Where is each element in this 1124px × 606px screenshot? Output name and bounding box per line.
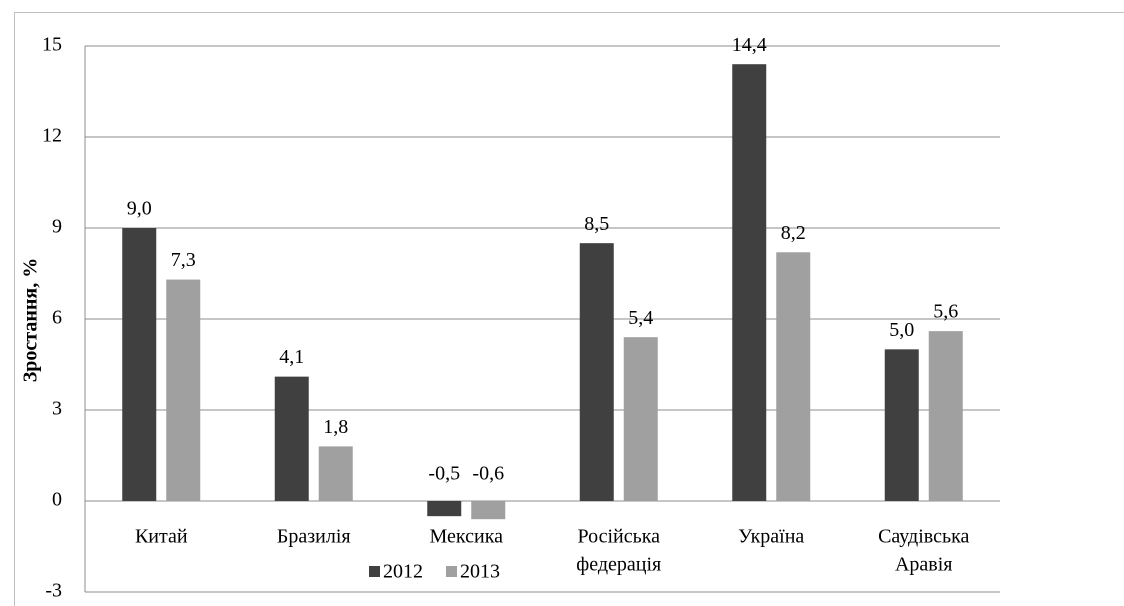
data-label: -0,6 [472,463,504,485]
y-tick-label: 15 [42,34,62,56]
data-label: 5,4 [628,307,653,329]
bar [166,279,201,501]
y-tick-label: 3 [52,398,62,420]
bar [732,64,767,501]
x-tick-label: Російська [577,526,660,548]
legend-label: 2012 [383,561,423,583]
x-tick-label: Бразилія [277,526,351,548]
x-tick-label: Китай [135,526,188,548]
data-label: 8,2 [781,222,806,244]
bar [623,337,658,501]
bar [928,331,963,501]
x-tick-label: Аравія [895,554,953,576]
data-label: 5,6 [933,301,958,323]
data-label: 8,5 [584,213,609,235]
bar [122,228,157,501]
legend-label: 2013 [460,561,500,583]
bar [776,252,811,501]
data-label: 14,4 [732,34,767,56]
x-tick-label: Україна [738,526,804,548]
y-tick-label: 9 [52,216,62,238]
bar [427,501,462,517]
legend-swatch [446,566,457,577]
legend-swatch [369,566,380,577]
y-tick-label: 0 [52,489,62,511]
bar [884,349,919,501]
data-label: -0,5 [428,463,460,485]
y-tick-label: -3 [45,580,62,602]
bar [471,501,506,520]
y-axis-label: Зростання, % [20,258,42,383]
y-tick-label: 6 [52,307,62,329]
chart-frame [14,12,1124,606]
bar [318,446,353,501]
bar [579,243,614,501]
data-label: 5,0 [889,319,914,341]
data-label: 1,8 [323,416,348,438]
data-label: 4,1 [279,346,304,368]
x-tick-label: федерація [576,554,661,576]
bar [274,376,309,501]
x-tick-label: Саудівська [878,526,969,548]
x-tick-label: Мексика [430,526,504,548]
data-label: 7,3 [171,249,196,271]
y-tick-label: 12 [42,125,62,147]
data-label: 9,0 [127,198,152,220]
